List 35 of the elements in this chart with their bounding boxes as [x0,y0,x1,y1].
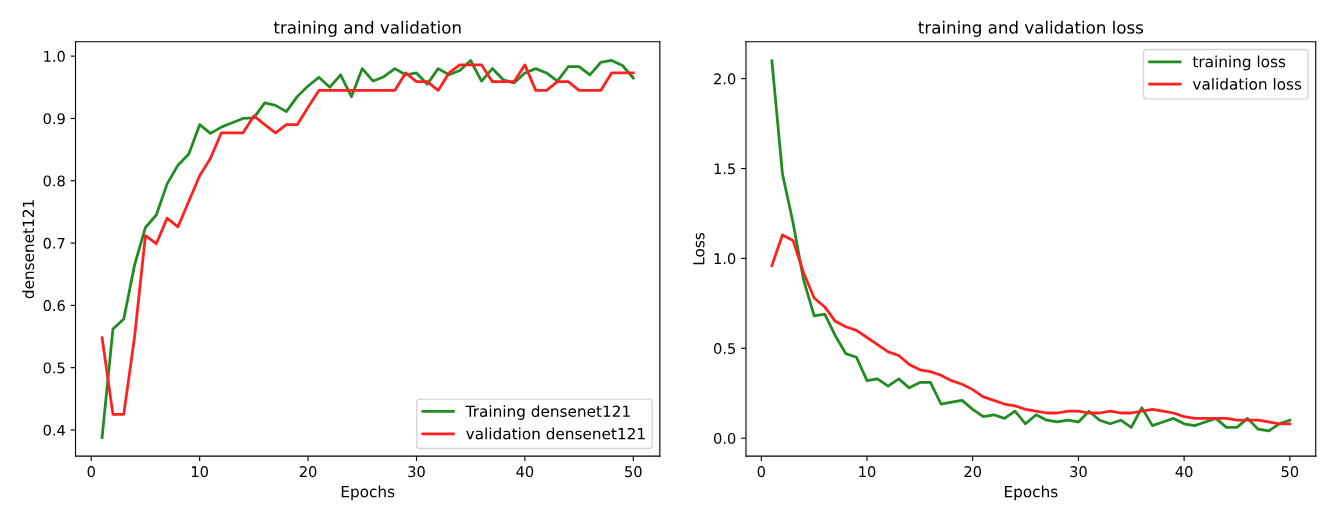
legend-label: validation densenet121 [466,427,645,440]
x-tick-label: 40 [516,466,534,478]
x-tick-label: 10 [191,466,208,478]
chart-title: training and validation loss [918,20,1144,37]
x-tick-label: 10 [859,466,876,478]
x-tick-label: 30 [408,466,425,478]
y-axis-title: Loss [693,232,705,265]
y-tick-label: 0.0 [714,432,736,444]
y-tick-label: 2.0 [714,73,736,85]
chart-title: training and validation [273,20,461,37]
y-tick-label: 0.5 [43,362,65,374]
legend-label: validation loss [1192,77,1302,90]
legend-label: training loss [1192,55,1286,71]
x-tick-label: 20 [964,466,982,478]
y-tick-label: 0.9 [43,113,65,125]
x-tick-label: 30 [1070,466,1087,478]
y-tick-label: 1.0 [44,50,65,62]
y-tick-label: 1.0 [714,253,736,265]
x-tick-label: 0 [757,466,765,478]
y-tick-label: 0.6 [43,300,65,312]
x-axis-title: Epochs [341,485,395,501]
x-tick-label: 50 [625,466,642,478]
x-tick-label: 20 [299,466,317,478]
x-tick-label: 50 [1281,466,1299,478]
y-tick-label: 0.7 [43,237,65,249]
line-series [770,233,1292,426]
x-axis-title: Epochs [1004,485,1058,501]
y-tick-label: 0.8 [43,175,65,187]
y-tick-label: 1.5 [714,163,735,175]
y-tick-label: 0.4 [43,424,65,436]
x-tick-label: 0 [87,466,95,478]
legend-label: Training densenet121 [465,405,630,420]
y-tick-label: 0.5 [714,343,735,355]
y-axis-title: densenet121 [22,200,35,299]
x-tick-label: 40 [1175,466,1193,478]
